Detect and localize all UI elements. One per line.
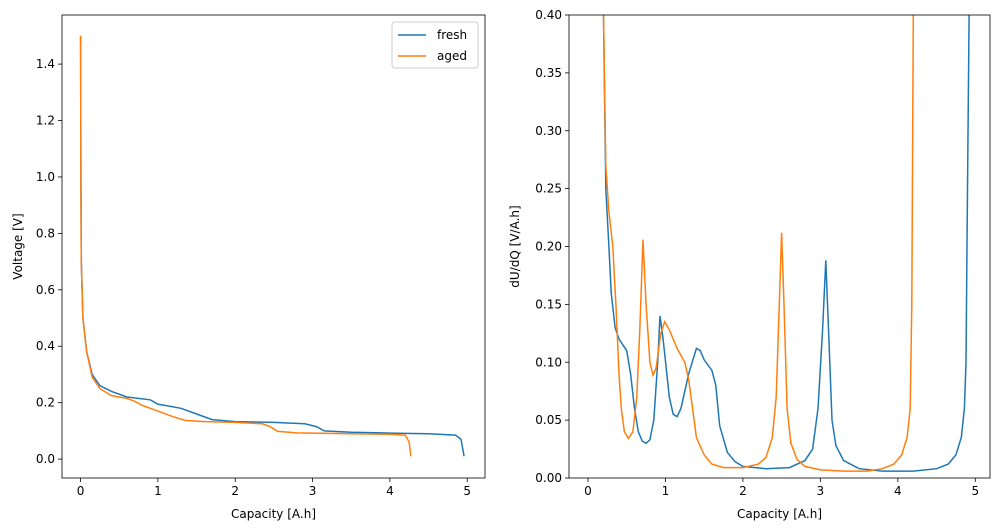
- subplot-1: 0 1 2 3 4 5 0.0 0.2 0.4 0.6 0.8 1.0 1.2 1.4 Capacity […: [11, 14, 486, 521]
- y-tick-label: 0.40: [535, 8, 562, 22]
- y-tick-label: 0.4: [36, 339, 55, 353]
- y-tick-label: 0.6: [36, 283, 55, 297]
- x-tick-label: 1: [662, 484, 670, 498]
- y-tick-label: 0.0: [36, 452, 55, 466]
- y-axis-label: Voltage [V]: [11, 213, 25, 279]
- series-line-aged: [79, 35, 412, 457]
- axes-frame: [61, 14, 486, 479]
- subplot-2: 0 1 2 3 4 5 0.00 0.05 0.10 0.15 0.20 0.25 0.30 0.35 0.…: [508, 8, 991, 521]
- axes-frame: [568, 14, 991, 479]
- x-tick-label: 0: [77, 484, 85, 498]
- x-tick-label: 4: [894, 484, 902, 498]
- legend-label-aged: aged: [437, 49, 467, 63]
- y-tick-label: 0.15: [535, 297, 562, 311]
- legend-label-fresh: fresh: [437, 28, 467, 42]
- x-tick-label: 5: [971, 484, 979, 498]
- y-tick-label: 0.20: [535, 240, 562, 254]
- y-tick-label: 0.25: [535, 182, 562, 196]
- series-line-fresh: [79, 35, 465, 457]
- x-axis-label: Capacity [A.h]: [737, 507, 822, 521]
- y-tick-label: 0.35: [535, 66, 562, 80]
- y-tick-label: 1.0: [36, 170, 55, 184]
- y-tick-label: 0.8: [36, 226, 55, 240]
- y-tick-label: 0.05: [535, 413, 562, 427]
- x-tick-label: 5: [463, 484, 471, 498]
- y-tick-label: 0.10: [535, 355, 562, 369]
- x-tick-label: 1: [154, 484, 162, 498]
- y-tick-label: 0.00: [535, 471, 562, 485]
- y-axis-label: dU/dQ [V/A.h]: [508, 205, 522, 287]
- legend: fresh aged: [391, 21, 479, 69]
- y-tick-label: 1.2: [36, 114, 55, 128]
- x-tick-label: 4: [386, 484, 394, 498]
- y-tick-label: 0.30: [535, 124, 562, 138]
- x-axis-label: Capacity [A.h]: [231, 507, 316, 521]
- x-tick-label: 3: [309, 484, 317, 498]
- x-tick-label: 0: [584, 484, 592, 498]
- y-tick-label: 0.2: [36, 396, 55, 410]
- x-tick-label: 2: [231, 484, 239, 498]
- y-tick-label: 1.4: [36, 57, 55, 71]
- x-tick-label: 3: [817, 484, 825, 498]
- series-line-fresh: [602, 15, 970, 472]
- x-tick-label: 2: [739, 484, 747, 498]
- series-line-aged: [602, 15, 915, 472]
